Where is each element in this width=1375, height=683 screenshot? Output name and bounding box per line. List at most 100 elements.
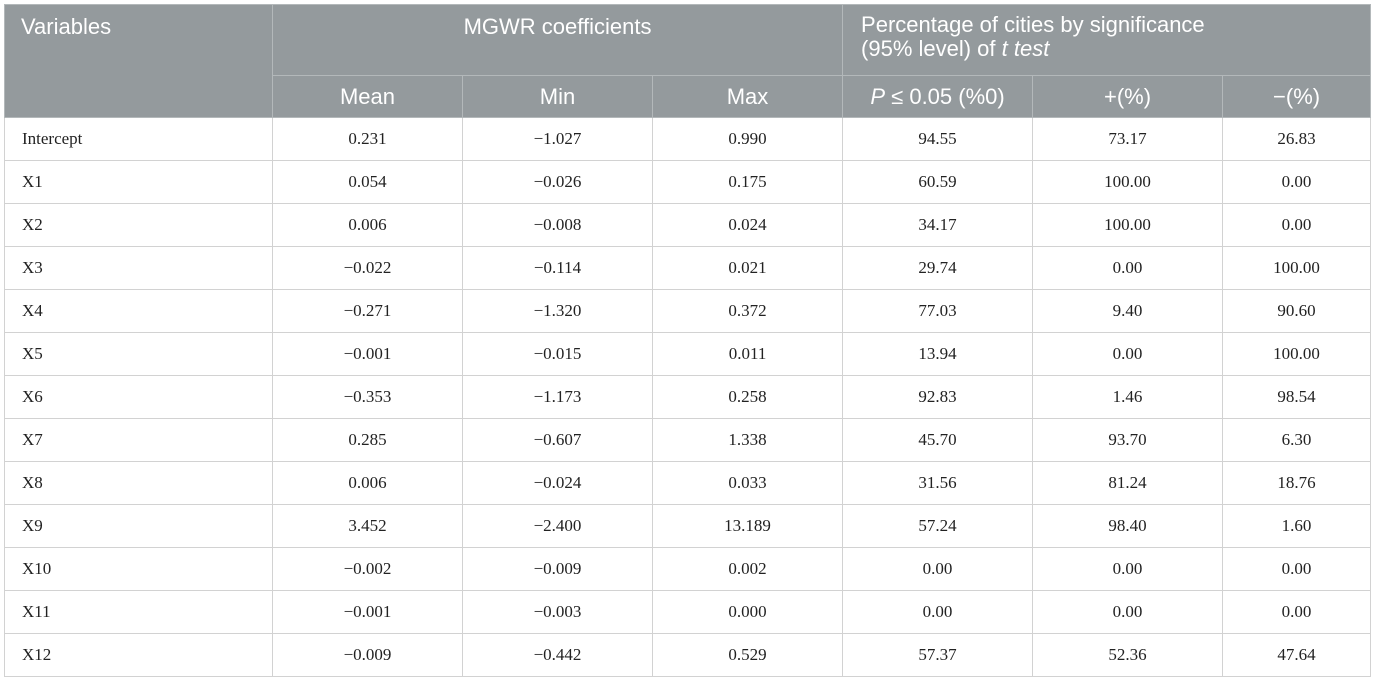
cell-min: −0.024 xyxy=(462,461,653,505)
cell-plus-percent: 52.36 xyxy=(1032,633,1224,677)
header-percentage-significance: Percentage of cities by significance (95… xyxy=(842,4,1372,76)
header-minus-percent: −(%) xyxy=(1222,75,1372,118)
cell-variable: X8 xyxy=(4,461,273,505)
cell-minus-percent: 0.00 xyxy=(1222,203,1372,247)
table-row: X2 0.006 −0.008 0.024 34.17 100.00 0.00 xyxy=(4,203,1372,247)
header-row-sub: Mean Min Max P ≤ 0.05 (%0) +(%) −(%) xyxy=(5,75,1372,118)
cell-min: −1.173 xyxy=(462,375,653,419)
cell-min: −0.009 xyxy=(462,547,653,591)
cell-max: 0.990 xyxy=(651,117,844,161)
header-p-italic: P xyxy=(870,83,886,109)
table-row: X8 0.006 −0.024 0.033 31.56 81.24 18.76 xyxy=(4,461,1372,505)
cell-variable: X12 xyxy=(4,633,273,677)
cell-plus-percent: 81.24 xyxy=(1032,461,1224,505)
cell-mean: 0.006 xyxy=(272,461,463,505)
table-row: X10 −0.002 −0.009 0.002 0.00 0.00 0.00 xyxy=(4,547,1372,591)
cell-variable: X6 xyxy=(4,375,273,419)
table-row: X11 −0.001 −0.003 0.000 0.00 0.00 0.00 xyxy=(4,590,1372,634)
cell-variable: X7 xyxy=(4,418,273,462)
cell-p-value: 94.55 xyxy=(842,117,1034,161)
cell-max: 13.189 xyxy=(651,504,844,548)
cell-max: 0.258 xyxy=(651,375,844,419)
cell-minus-percent: 47.64 xyxy=(1222,633,1372,677)
table-row: X6 −0.353 −1.173 0.258 92.83 1.46 98.54 xyxy=(4,375,1372,419)
cell-max: 0.000 xyxy=(651,590,844,634)
cell-plus-percent: 0.00 xyxy=(1032,246,1224,290)
cell-variable: X3 xyxy=(4,246,273,290)
cell-variable: X11 xyxy=(4,590,273,634)
cell-mean: 0.231 xyxy=(272,117,463,161)
table-header: Variables MGWR coefficients Percentage o… xyxy=(4,4,1372,118)
cell-minus-percent: 6.30 xyxy=(1222,418,1372,462)
cell-max: 0.024 xyxy=(651,203,844,247)
cell-p-value: 77.03 xyxy=(842,289,1034,333)
table-row: X5 −0.001 −0.015 0.011 13.94 0.00 100.00 xyxy=(4,332,1372,376)
cell-p-value: 57.24 xyxy=(842,504,1034,548)
table-row: Intercept 0.231 −1.027 0.990 94.55 73.17 26.83 xyxy=(4,117,1372,161)
cell-p-value: 60.59 xyxy=(842,160,1034,204)
cell-plus-percent: 73.17 xyxy=(1032,117,1224,161)
cell-variable: Intercept xyxy=(4,117,273,161)
cell-minus-percent: 1.60 xyxy=(1222,504,1372,548)
cell-max: 1.338 xyxy=(651,418,844,462)
cell-minus-percent: 90.60 xyxy=(1222,289,1372,333)
cell-max: 0.529 xyxy=(651,633,844,677)
cell-min: −0.026 xyxy=(462,160,653,204)
cell-mean: −0.002 xyxy=(272,547,463,591)
cell-min: −0.008 xyxy=(462,203,653,247)
header-pct-line2-prefix: (95% level) of xyxy=(861,36,1002,61)
cell-min: −2.400 xyxy=(462,504,653,548)
cell-mean: −0.001 xyxy=(272,590,463,634)
cell-mean: −0.001 xyxy=(272,332,463,376)
table-row: X9 3.452 −2.400 13.189 57.24 98.40 1.60 xyxy=(4,504,1372,548)
cell-min: −1.320 xyxy=(462,289,653,333)
cell-minus-percent: 100.00 xyxy=(1222,246,1372,290)
cell-mean: 0.054 xyxy=(272,160,463,204)
cell-minus-percent: 100.00 xyxy=(1222,332,1372,376)
cell-minus-percent: 0.00 xyxy=(1222,160,1372,204)
cell-variable: X5 xyxy=(4,332,273,376)
header-p-rest: ≤ 0.05 (%0) xyxy=(885,83,1005,109)
cell-variable: X9 xyxy=(4,504,273,548)
cell-plus-percent: 100.00 xyxy=(1032,160,1224,204)
cell-p-value: 0.00 xyxy=(842,547,1034,591)
cell-plus-percent: 9.40 xyxy=(1032,289,1224,333)
cell-p-value: 29.74 xyxy=(842,246,1034,290)
cell-max: 0.021 xyxy=(651,246,844,290)
cell-min: −1.027 xyxy=(462,117,653,161)
header-p-value: P ≤ 0.05 (%0) xyxy=(842,75,1034,118)
cell-minus-percent: 0.00 xyxy=(1222,547,1372,591)
mgwr-results-table: Variables MGWR coefficients Percentage o… xyxy=(4,4,1372,677)
cell-max: 0.175 xyxy=(651,160,844,204)
cell-mean: −0.009 xyxy=(272,633,463,677)
cell-plus-percent: 93.70 xyxy=(1032,418,1224,462)
cell-plus-percent: 0.00 xyxy=(1032,590,1224,634)
cell-mean: 0.006 xyxy=(272,203,463,247)
cell-mean: −0.022 xyxy=(272,246,463,290)
header-row-top: Variables MGWR coefficients Percentage o… xyxy=(4,4,1372,118)
cell-mean: 0.285 xyxy=(272,418,463,462)
cell-variable: X4 xyxy=(4,289,273,333)
table-row: X4 −0.271 −1.320 0.372 77.03 9.40 90.60 xyxy=(4,289,1372,333)
cell-p-value: 31.56 xyxy=(842,461,1034,505)
cell-mean: 3.452 xyxy=(272,504,463,548)
cell-min: −0.607 xyxy=(462,418,653,462)
header-mgwr-coefficients: MGWR coefficients xyxy=(271,4,844,76)
cell-min: −0.114 xyxy=(462,246,653,290)
cell-plus-percent: 1.46 xyxy=(1032,375,1224,419)
table-body: Intercept 0.231 −1.027 0.990 94.55 73.17 26.83… xyxy=(4,117,1372,677)
cell-p-value: 57.37 xyxy=(842,633,1034,677)
cell-min: −0.015 xyxy=(462,332,653,376)
cell-variable: X2 xyxy=(4,203,273,247)
cell-min: −0.442 xyxy=(462,633,653,677)
header-max: Max xyxy=(651,75,844,118)
header-mean: Mean xyxy=(272,75,463,118)
cell-max: 0.011 xyxy=(651,332,844,376)
cell-max: 0.033 xyxy=(651,461,844,505)
header-plus-percent: +(%) xyxy=(1032,75,1224,118)
cell-plus-percent: 0.00 xyxy=(1032,332,1224,376)
cell-minus-percent: 26.83 xyxy=(1222,117,1372,161)
cell-min: −0.003 xyxy=(462,590,653,634)
table-container: Variables MGWR coefficients Percentage o… xyxy=(4,4,1372,677)
header-pct-line1: Percentage of cities by significance xyxy=(861,12,1205,37)
